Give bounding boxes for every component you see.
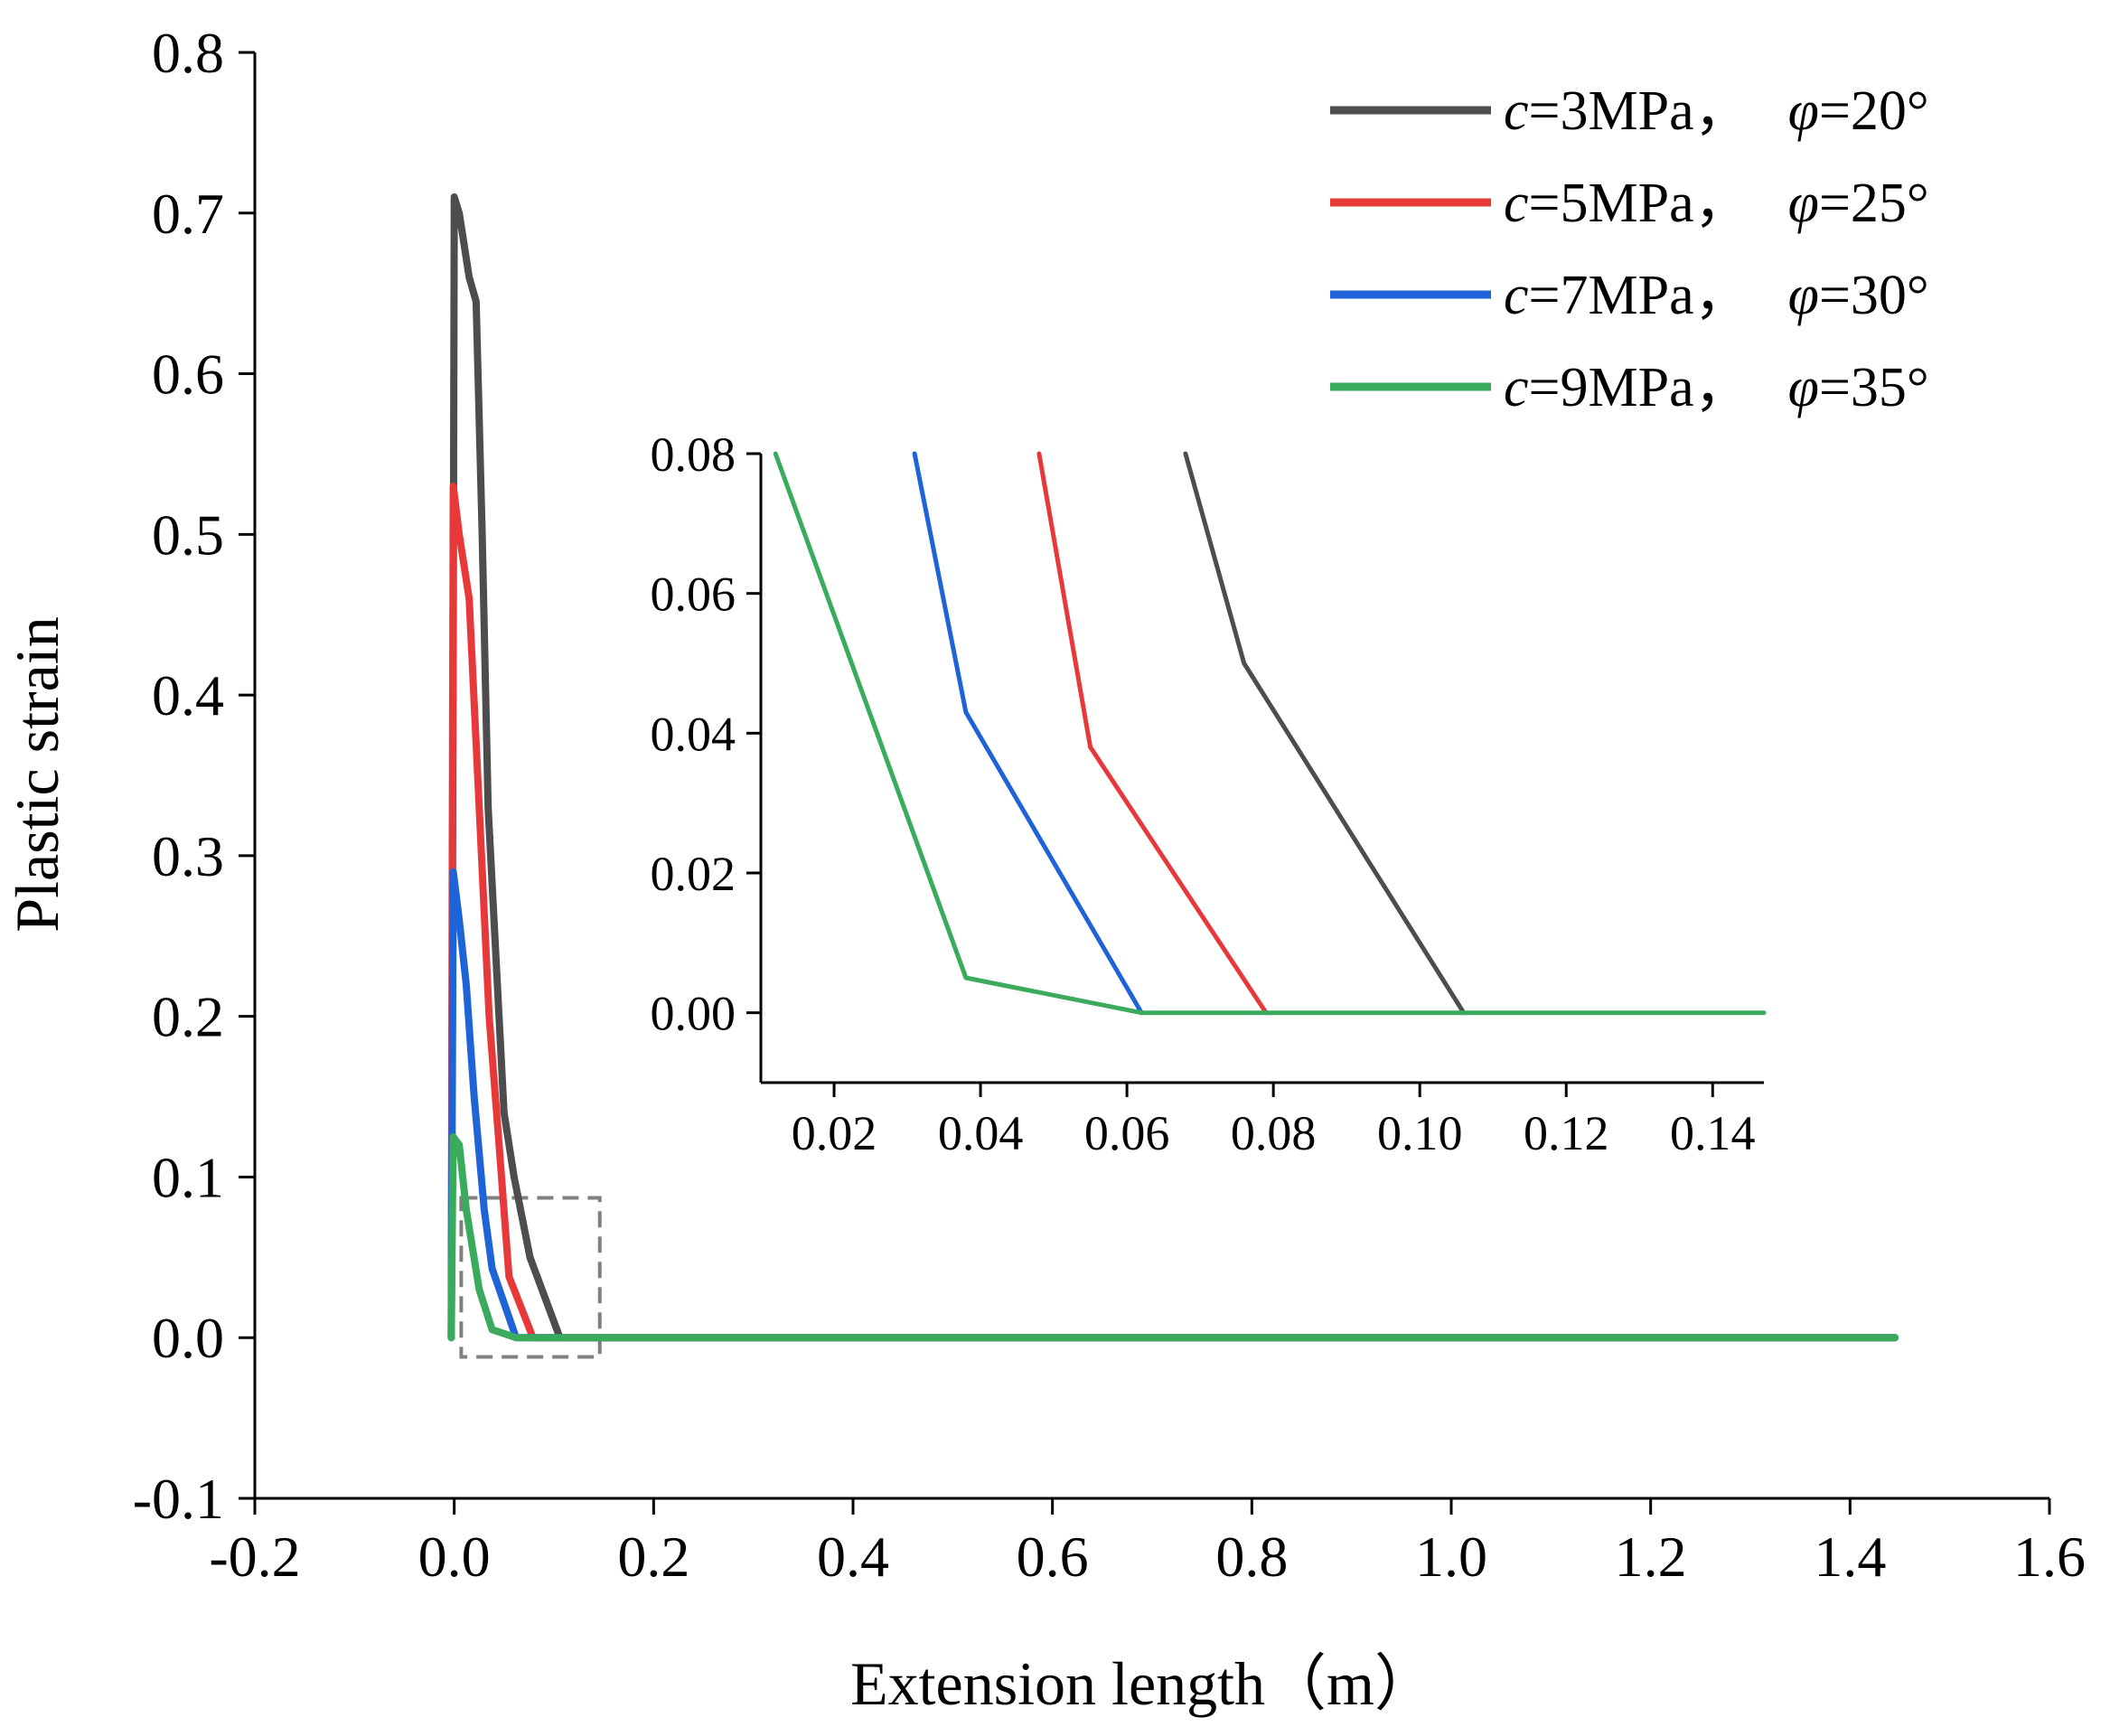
x-tick-label: -0.2	[209, 1525, 300, 1589]
x-tick-label: 0.2	[617, 1525, 689, 1589]
y-tick-label: 0.3	[152, 824, 224, 888]
inset-series-line-3	[912, 451, 1144, 1016]
legend-phi-symbol: φ	[1788, 80, 1819, 142]
legend-c-value: =9MPa，	[1529, 357, 1750, 418]
y-tick-label: 0.2	[152, 985, 224, 1049]
y-tick-label: 0.5	[152, 502, 224, 567]
x-axis-title: Extension length（m）	[850, 1649, 1436, 1718]
legend-phi-value: =35°	[1819, 357, 1929, 418]
zoom-box	[459, 1196, 602, 1359]
legend-phi-value: =30°	[1819, 265, 1929, 326]
inset-y-tick-label: 0.08	[651, 427, 736, 482]
legend-c-symbol: c	[1504, 80, 1529, 142]
legend-c-symbol: c	[1504, 173, 1529, 234]
inset-x-tick-label: 0.08	[1231, 1106, 1317, 1160]
legend-phi-symbol: φ	[1788, 173, 1819, 234]
main-plot: -0.2 0.0 0.2 0.4 0.6 0.8 1.0 1.2 1.4 1.6 -0.1 0.0 0.…	[133, 21, 2086, 1589]
y-tick-label: -0.1	[133, 1467, 224, 1531]
inset-plot: 0.02 0.04 0.06 0.08 0.10 0.12 0.14 0.00 0.02 0.04…	[651, 427, 1767, 1160]
inset-y-tick-label: 0.04	[651, 707, 736, 761]
y-tick-label: 0.6	[152, 343, 224, 407]
y-tick-label: 0.1	[152, 1145, 224, 1209]
series-line-3	[447, 868, 1899, 1342]
legend-c-value: =5MPa，	[1529, 173, 1750, 234]
inset-x-tick-label: 0.02	[792, 1106, 877, 1160]
inset-series-line-2	[1036, 451, 1269, 1016]
legend-phi-value: =25°	[1819, 173, 1929, 234]
legend-phi-symbol: φ	[1788, 357, 1819, 418]
y-axis-title: Plastic strain	[3, 616, 71, 932]
x-tick-label: 1.0	[1415, 1525, 1487, 1589]
legend-c-value: =3MPa，	[1529, 80, 1750, 142]
inset-y-tick-label: 0.00	[651, 987, 736, 1041]
inset-x-tick-label: 0.10	[1377, 1106, 1463, 1160]
legend-label-4: c=9MPa， φ=35°	[1504, 357, 1929, 418]
legend-c-symbol: c	[1504, 357, 1529, 418]
x-tick-label: 1.2	[1615, 1525, 1687, 1589]
series-line-4	[447, 1133, 1899, 1342]
legend: c=3MPa， φ=20°c=5MPa， φ=25°c=7MPa， φ=30°c=9M…	[1330, 80, 1929, 418]
inset-series-line-4	[773, 451, 1767, 1016]
legend-phi-value: =20°	[1819, 80, 1929, 142]
x-tick-label: 0.6	[1017, 1525, 1089, 1589]
series-line-2	[447, 483, 1899, 1342]
inset-series-line-1	[1183, 451, 1467, 1016]
inset-x-tick-label: 0.06	[1084, 1106, 1170, 1160]
x-tick-label: 1.4	[1814, 1525, 1886, 1589]
legend-label-1: c=3MPa， φ=20°	[1504, 80, 1929, 142]
inset-y-tick-label: 0.02	[651, 847, 736, 901]
x-tick-label: 0.0	[418, 1525, 491, 1589]
series-line-1	[447, 193, 1899, 1342]
x-tick-label: 1.6	[2013, 1525, 2086, 1589]
legend-phi-symbol: φ	[1788, 265, 1819, 326]
x-tick-label: 0.8	[1215, 1525, 1288, 1589]
legend-c-value: =7MPa，	[1529, 265, 1750, 326]
y-tick-label: 0.8	[152, 21, 224, 85]
y-tick-label: 0.0	[152, 1306, 224, 1370]
y-tick-label: 0.7	[152, 182, 224, 246]
y-tick-label: 0.4	[152, 663, 224, 727]
inset-x-tick-label: 0.14	[1670, 1106, 1756, 1160]
inset-x-tick-label: 0.04	[938, 1106, 1024, 1160]
x-tick-label: 0.4	[817, 1525, 889, 1589]
inset-x-tick-label: 0.12	[1524, 1106, 1609, 1160]
legend-label-3: c=7MPa， φ=30°	[1504, 265, 1929, 326]
inset-y-tick-label: 0.06	[651, 568, 736, 622]
legend-c-symbol: c	[1504, 265, 1529, 326]
legend-label-2: c=5MPa， φ=25°	[1504, 173, 1929, 234]
